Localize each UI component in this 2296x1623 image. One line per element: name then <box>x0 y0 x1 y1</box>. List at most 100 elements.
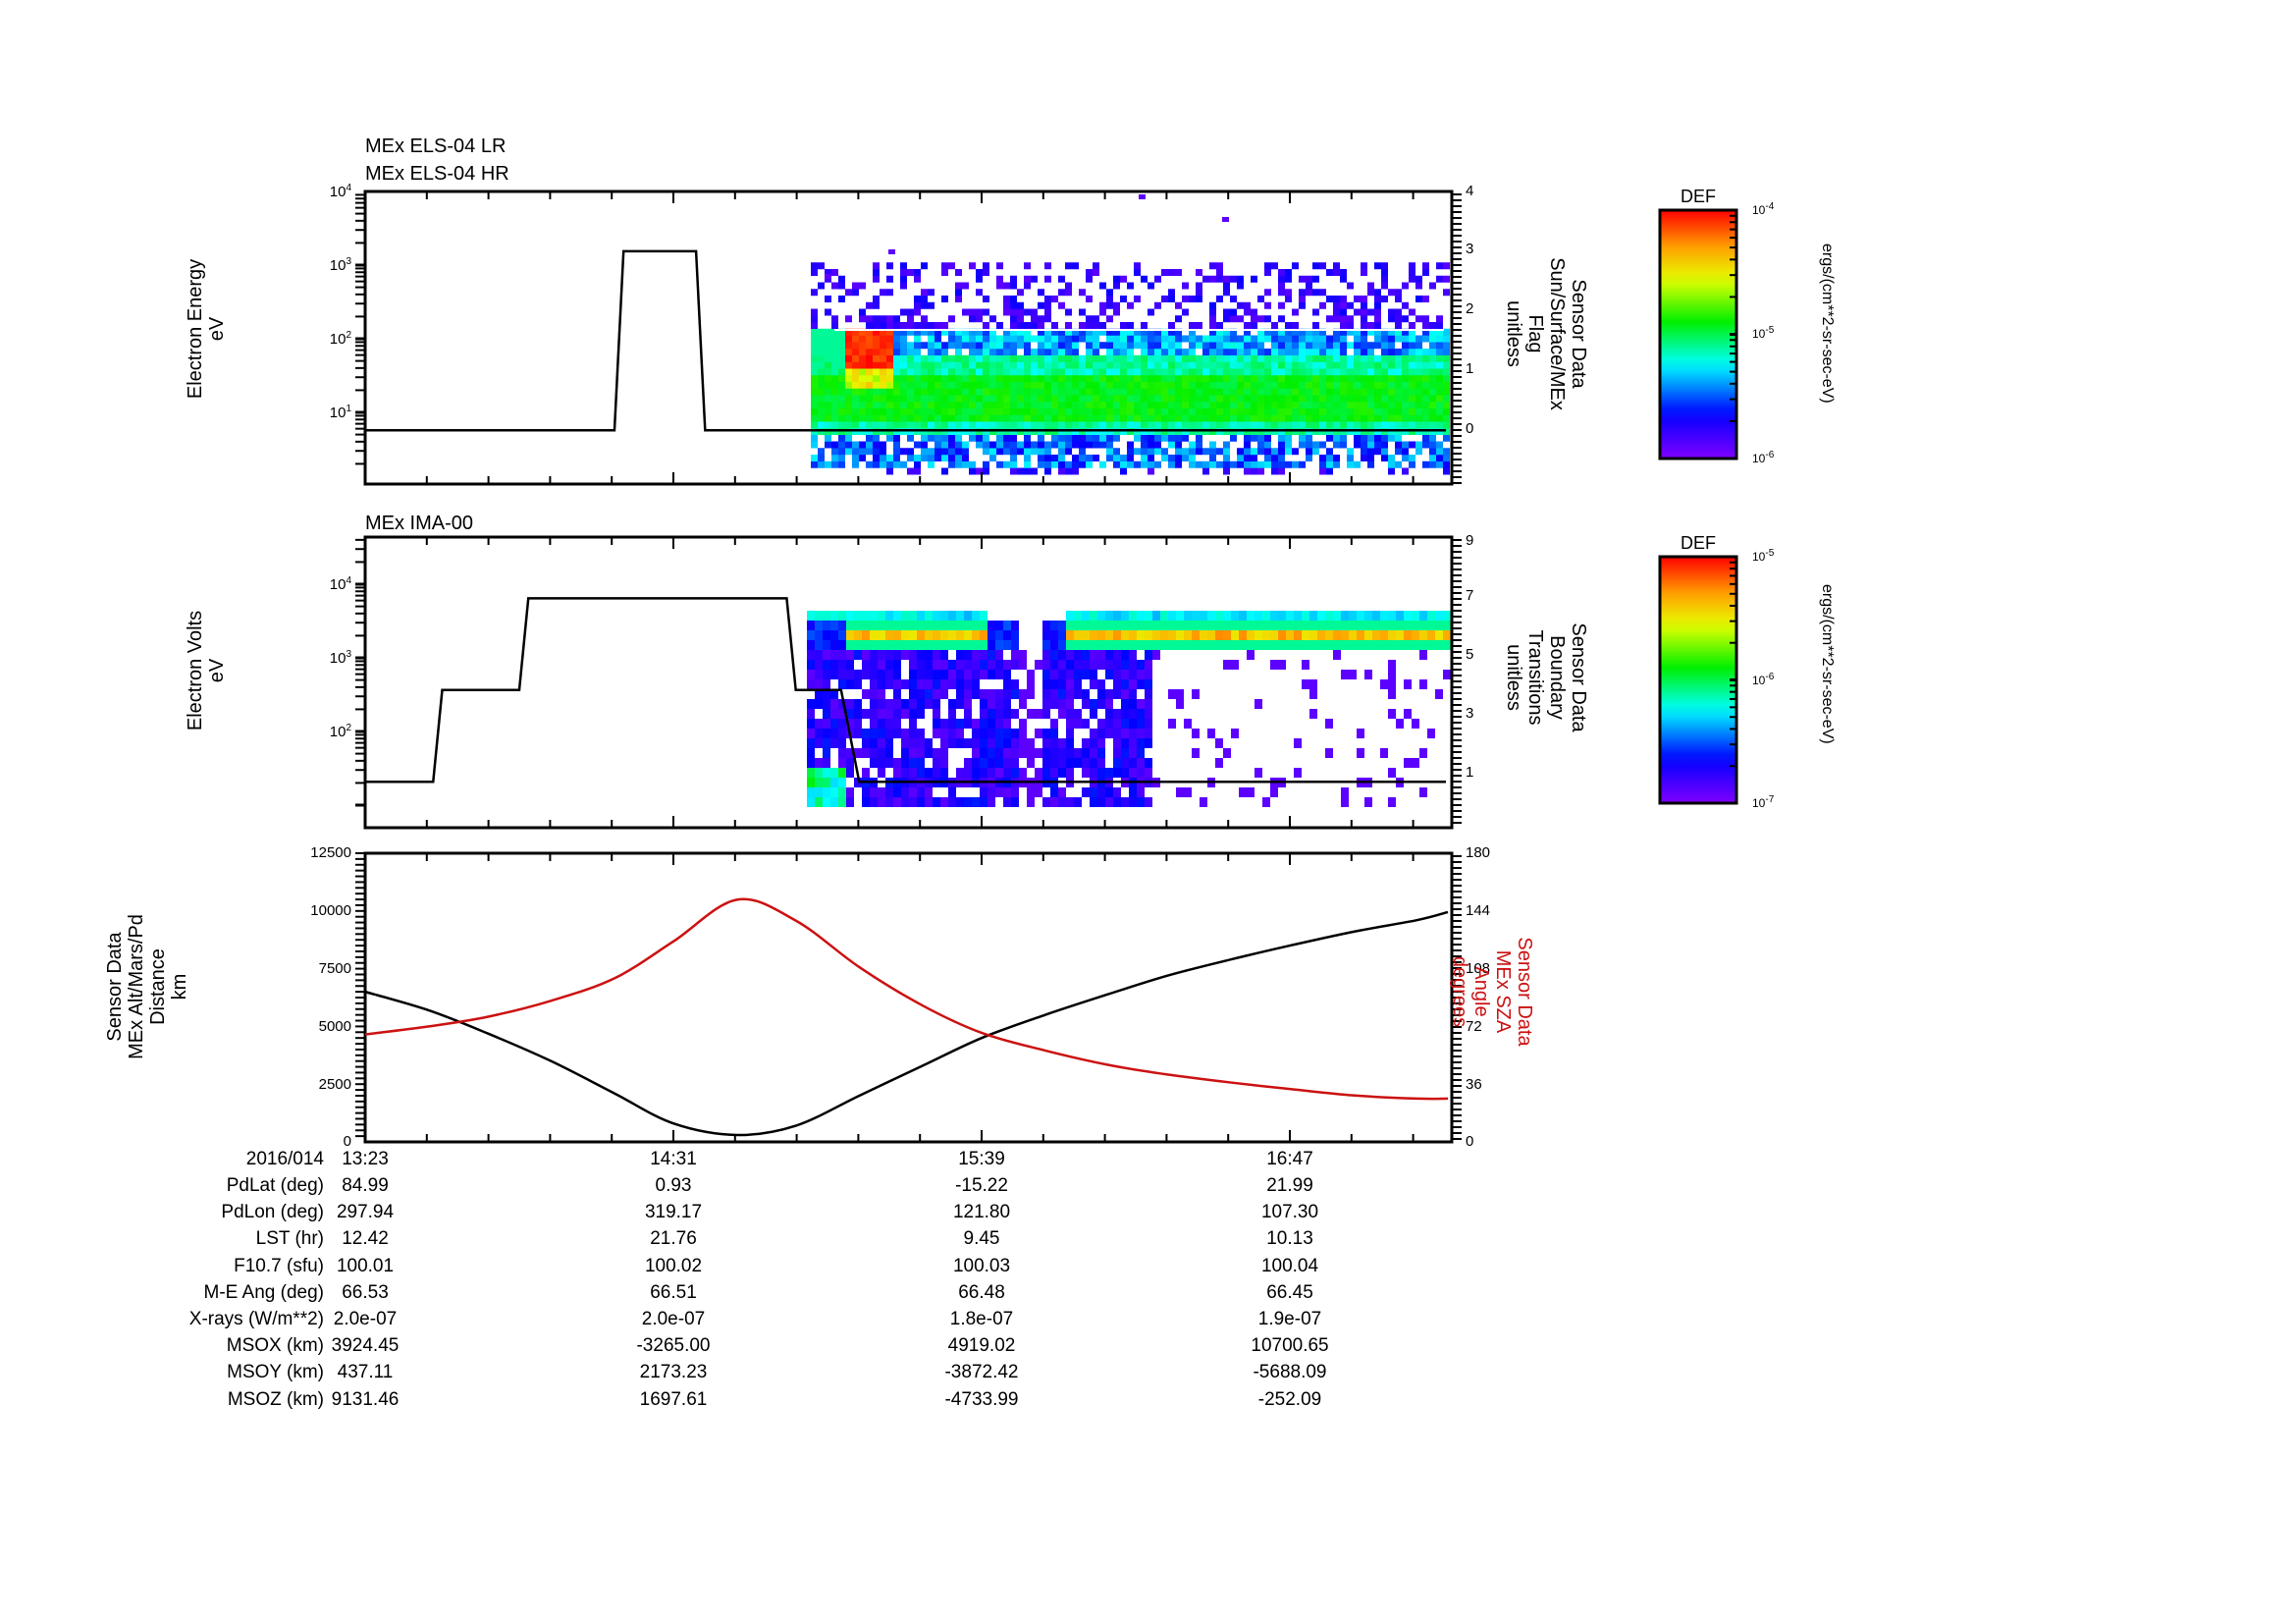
ephemeris-value: 100.03 <box>952 1255 1011 1276</box>
time-tick-label: 16:47 <box>1266 1149 1313 1169</box>
bottom-panel-right-y-axis-label: Sensor Data MEx SZA Angle degrees <box>1449 937 1535 1046</box>
ephemeris-value: -15.22 <box>955 1175 1008 1196</box>
ephemeris-value: 21.99 <box>1266 1175 1313 1196</box>
middle-panel-title: MEx IMA-00 <box>365 513 474 534</box>
middle-right-label-line4: unitless <box>1503 644 1524 711</box>
bottom-right-label-line4: degrees <box>1449 955 1470 1028</box>
ephemeris-value: 66.45 <box>1266 1281 1313 1303</box>
middle-boundary-line <box>365 597 1446 784</box>
ephemeris-value: 3924.45 <box>331 1335 400 1357</box>
tick-label: 10-5 <box>1752 325 1775 341</box>
middle-panel-y-axis-label: Electron Volts eV <box>185 611 228 730</box>
ephemeris-row-label: F10.7 (sfu) <box>234 1255 324 1276</box>
middle-y-label-line2: eV <box>206 658 228 683</box>
bottom-y-label-line4: km <box>169 973 190 1001</box>
ephemeris-value: 437.11 <box>337 1362 394 1383</box>
ephemeris-value: -252.09 <box>1257 1388 1322 1410</box>
tick-label: 72 <box>1466 1018 1482 1035</box>
top-right-label-line3: Flag <box>1524 314 1546 353</box>
sza-line <box>364 897 1449 1101</box>
ephemeris-value: 21.76 <box>650 1228 697 1250</box>
tick-label: 144 <box>1466 902 1491 919</box>
top-panel-y-axis-label: Electron Energy eV <box>185 259 228 399</box>
middle-right-label-line1: Sensor Data <box>1568 622 1589 732</box>
tick-label: 0 <box>1466 420 1474 437</box>
middle-colorbar-title: DEF <box>1681 533 1716 553</box>
distance-line <box>364 910 1449 1137</box>
middle-colorbar <box>1658 555 1738 805</box>
ephemeris-value: 66.48 <box>958 1281 1005 1303</box>
tick-label: 10000 <box>310 902 351 919</box>
tick-label: 10-5 <box>1752 548 1775 564</box>
ephemeris-value: 66.51 <box>650 1281 697 1303</box>
top-colorbar <box>1658 208 1738 460</box>
time-tick-label: 15:39 <box>958 1149 1005 1169</box>
tick-label: 0 <box>1466 1133 1474 1150</box>
ephemeris-row-label: MSOY (km) <box>227 1362 324 1383</box>
ephemeris-value: 2.0e-07 <box>641 1309 706 1329</box>
ephemeris-value: 9131.46 <box>331 1388 400 1410</box>
ephemeris-row-label: LST (hr) <box>255 1228 324 1250</box>
tick-label: 7500 <box>318 960 351 977</box>
ephemeris-value: 319.17 <box>644 1202 703 1223</box>
tick-label: 12500 <box>310 844 351 861</box>
middle-right-label-line2: Boundary <box>1546 635 1568 720</box>
tick-label: 10-6 <box>1752 450 1775 465</box>
bottom-right-label-line2: MEx SZA <box>1492 949 1514 1034</box>
ephemeris-value: 84.99 <box>342 1175 389 1196</box>
bottom-y-label-line2: MEx Alt/Mars/Pd <box>126 914 147 1059</box>
middle-spectrogram <box>807 611 1451 807</box>
top-colorbar-unit: ergs/(cm**2-sr-sec-eV) <box>1819 243 1836 404</box>
top-panel-title-1: MEx ELS-04 LR <box>365 135 507 157</box>
tick-label: 5000 <box>318 1018 351 1035</box>
tick-label: 3 <box>1466 705 1474 722</box>
ephemeris-value: 1697.61 <box>639 1388 708 1410</box>
top-panel-title-2: MEx ELS-04 HR <box>365 163 509 185</box>
tick-label: 1 <box>1466 764 1474 781</box>
tick-label: 2 <box>1466 300 1474 317</box>
ephemeris-value: 100.01 <box>336 1255 395 1276</box>
tick-label: 36 <box>1466 1076 1482 1093</box>
tick-label: 3 <box>1466 241 1474 257</box>
ephemeris-value: 121.80 <box>952 1202 1011 1223</box>
tick-label: 5 <box>1466 646 1474 663</box>
ephemeris-value: 9.45 <box>963 1228 1000 1250</box>
ephemeris-value: 2173.23 <box>639 1362 708 1383</box>
ephemeris-row-label: PdLon (deg) <box>221 1202 324 1223</box>
ephemeris-value: 100.04 <box>1260 1255 1319 1276</box>
top-y-label-line1: Electron Energy <box>185 258 206 400</box>
tick-label: 10-7 <box>1752 794 1775 810</box>
ephemeris-row-label: MSOX (km) <box>226 1335 324 1357</box>
middle-right-label-line3: Transitions <box>1524 629 1546 726</box>
tick-label: 10-6 <box>1752 672 1775 687</box>
tick-label: 103 <box>329 649 351 667</box>
top-right-label-line1: Sensor Data <box>1568 279 1589 389</box>
top-right-label-line4: unitless <box>1503 300 1524 367</box>
bottom-y-label-line1: Sensor Data <box>104 932 126 1042</box>
ephemeris-row-label: M-E Ang (deg) <box>203 1281 325 1303</box>
ephemeris-value: 2.0e-07 <box>333 1309 398 1329</box>
top-y-label-line2: eV <box>206 316 228 342</box>
tick-label: 180 <box>1466 844 1491 861</box>
bottom-panel-y-axis-label: Sensor Data MEx Alt/Mars/Pd Distance km <box>104 914 190 1059</box>
top-panel-frame <box>355 189 1462 486</box>
tick-label: 7 <box>1466 587 1474 604</box>
top-spectrogram <box>811 194 1450 475</box>
tick-label: 103 <box>329 256 351 274</box>
top-colorbar-title: DEF <box>1681 187 1716 206</box>
bottom-y-label-line3: Distance <box>147 948 169 1025</box>
tick-label: 1 <box>1466 360 1474 377</box>
tick-label: 104 <box>329 575 351 593</box>
middle-panel-frame <box>355 535 1462 830</box>
tick-label: 10-4 <box>1752 201 1775 217</box>
bottom-right-label-line3: Angle <box>1470 966 1492 1017</box>
tick-label: 0 <box>343 1133 351 1150</box>
top-panel-right-y-axis-label: Sensor Data Sun/Surface/MEx Flag unitles… <box>1503 257 1589 410</box>
ephemeris-value: 1.9e-07 <box>1257 1309 1322 1329</box>
bottom-right-label-line1: Sensor Data <box>1514 937 1535 1047</box>
ephemeris-row-label: X-rays (W/m**2) <box>188 1309 324 1329</box>
tick-label: 102 <box>329 723 351 740</box>
ephemeris-value: 1.8e-07 <box>949 1309 1014 1329</box>
middle-y-label-line1: Electron Volts <box>185 610 206 731</box>
